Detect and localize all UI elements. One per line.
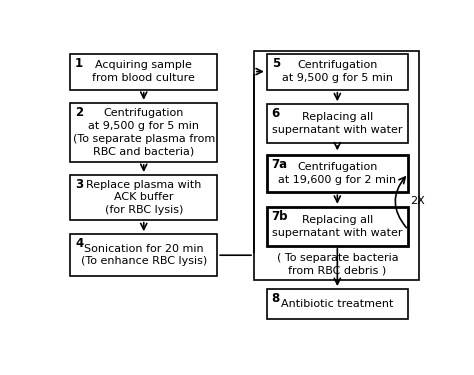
FancyBboxPatch shape [267,104,408,143]
Text: 2: 2 [75,106,83,118]
FancyBboxPatch shape [70,175,217,220]
Text: 4: 4 [75,237,83,250]
Text: Replacing all
supernatant with water: Replacing all supernatant with water [272,215,403,238]
FancyBboxPatch shape [267,289,408,320]
Text: 5: 5 [272,57,280,69]
Text: Antibiotic treatment: Antibiotic treatment [282,299,394,309]
FancyBboxPatch shape [70,103,217,162]
FancyBboxPatch shape [70,54,217,90]
FancyBboxPatch shape [267,207,408,246]
Text: 3: 3 [75,178,83,191]
Text: Sonication for 20 min
(To enhance RBC lysis): Sonication for 20 min (To enhance RBC ly… [81,244,207,267]
Text: 1: 1 [75,57,83,69]
Text: 7b: 7b [272,210,288,223]
Text: Centrifugation
at 9,500 g for 5 min
(To separate plasma from
RBC and bacteria): Centrifugation at 9,500 g for 5 min (To … [73,108,215,156]
Text: ( To separate bacteria
from RBC debris ): ( To separate bacteria from RBC debris ) [276,253,398,276]
Text: Replace plasma with
ACK buffer
(for RBC lysis): Replace plasma with ACK buffer (for RBC … [86,180,201,215]
Bar [254,51,419,280]
Text: 6: 6 [272,107,280,120]
FancyBboxPatch shape [267,54,408,90]
Text: 2X: 2X [410,196,425,206]
Text: Centrifugation
at 19,600 g for 2 min: Centrifugation at 19,600 g for 2 min [278,162,397,185]
Text: 8: 8 [272,292,280,305]
FancyBboxPatch shape [267,155,408,192]
FancyBboxPatch shape [70,234,217,276]
Text: 7a: 7a [272,158,288,171]
Text: Replacing all
supernatant with water: Replacing all supernatant with water [272,112,403,135]
Text: Acquiring sample
from blood culture: Acquiring sample from blood culture [92,60,195,83]
Text: Centrifugation
at 9,500 g for 5 min: Centrifugation at 9,500 g for 5 min [282,60,393,83]
